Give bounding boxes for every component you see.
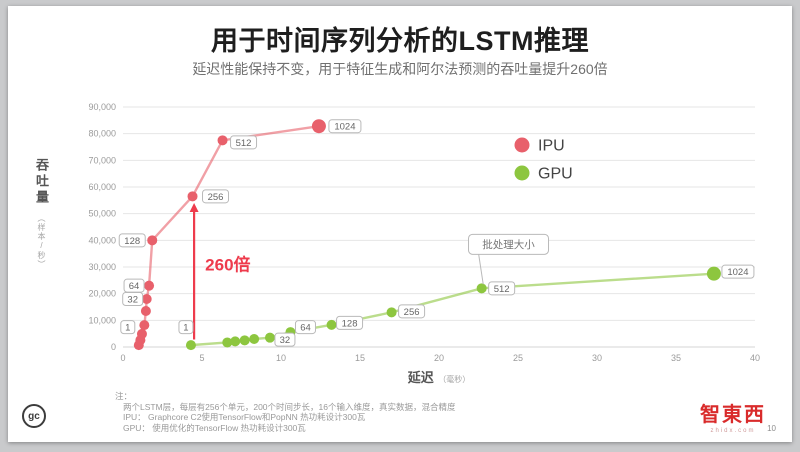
data-point-ipu-1024 — [311, 119, 326, 134]
y-tick-label: 20,000 — [88, 289, 116, 299]
lstm-inference-chart: 0 10,000 20,000 30,000 40,000 50,000 60,000 70,… — [88, 102, 760, 363]
point-label-box-ipu-1024 — [328, 119, 362, 134]
point-label: 128 — [342, 318, 358, 329]
point-label-box-ipu-1 — [120, 320, 136, 335]
point-label: 256 — [404, 307, 420, 318]
point-label-box-gpu-1024 — [721, 264, 755, 279]
data-point-gpu — [249, 334, 260, 344]
point-label: 128 — [124, 236, 140, 247]
data-point-gpu-1024 — [706, 266, 721, 281]
data-point-ipu — [136, 328, 147, 339]
x-tick-label: 10 — [276, 353, 286, 363]
callout-connector — [478, 253, 484, 285]
footnote-line: 两个LSTM层，每层有256个单元，200个时间步长，16个输入维度，真实数据，… — [123, 401, 456, 412]
x-tick-label: 15 — [355, 353, 365, 363]
footnote-label: 注： — [115, 391, 133, 401]
y-axis-unit: （样本/秒） — [37, 214, 46, 269]
point-label-box-gpu-256 — [398, 304, 426, 319]
x-tick-label: 0 — [120, 353, 125, 363]
y-tick-label: 10,000 — [88, 315, 116, 325]
point-label: 256 — [208, 192, 224, 203]
point-label-box-ipu-128 — [118, 233, 146, 248]
point-label: 1024 — [727, 267, 748, 278]
y-tick-label: 90,000 — [88, 102, 116, 112]
y-tick-label: 60,000 — [88, 182, 116, 192]
data-point-ipu — [139, 320, 150, 331]
legend-label-gpu: GPU — [538, 166, 573, 183]
data-point-ipu — [140, 306, 151, 316]
point-label: 1 — [125, 323, 130, 334]
footnotes: 注： 两个LSTM层，每层有256个单元，200个时间步长，16个输入维度，真实… — [115, 391, 456, 433]
point-label-box-gpu-64 — [294, 320, 316, 335]
slide: 用于时间序列分析的LSTM推理 延迟性能保持不变，用于特征生成和阿尔法预测的吞吐… — [8, 6, 792, 442]
x-tick-label: 35 — [671, 353, 681, 363]
legend-label-ipu: IPU — [538, 138, 565, 155]
data-point-gpu-512 — [476, 283, 487, 294]
data-point-gpu-1 — [185, 340, 196, 351]
data-point-gpu-256 — [386, 307, 397, 318]
data-point-ipu-512 — [217, 135, 228, 146]
point-label-box-ipu-64 — [123, 278, 145, 293]
x-axis-title: 延迟 （毫秒） — [123, 367, 755, 387]
callout-text: 批处理大小 — [482, 238, 535, 251]
series-line-ipu — [137, 125, 320, 346]
page-title: 用于时间序列分析的LSTM推理 — [211, 26, 589, 56]
legend-dot-gpu — [514, 165, 530, 181]
point-label: 64 — [129, 281, 140, 292]
data-point-gpu — [222, 337, 233, 348]
point-label-box-ipu-512 — [230, 135, 258, 150]
point-label: 1 — [183, 323, 188, 334]
graphcore-logo: gc — [22, 404, 46, 428]
point-label-box-ipu-256 — [202, 189, 230, 204]
point-label-box-gpu-32 — [274, 332, 296, 347]
x-axis-label: 延迟 — [407, 370, 434, 385]
x-tick-label: 5 — [199, 353, 204, 363]
footnote-line: IPU： Graphcore C2使用TensorFlow和PopNN 热功耗设… — [123, 412, 366, 422]
data-point-gpu-32 — [264, 332, 275, 343]
x-tick-label: 20 — [434, 353, 444, 363]
data-point-gpu — [239, 335, 250, 346]
x-axis-unit: （毫秒） — [438, 375, 471, 384]
page-subtitle: 延迟性能保持不变，用于特征生成和阿尔法预测的吞吐量提升260倍 — [192, 61, 608, 77]
y-axis-label: 吞吐量 — [34, 158, 49, 206]
y-tick-label: 80,000 — [88, 129, 116, 139]
point-label: 32 — [280, 335, 291, 346]
y-tick-label: 50,000 — [88, 209, 116, 219]
data-point-ipu-64 — [144, 280, 155, 291]
point-label: 512 — [494, 284, 510, 295]
speedup-label: 260倍 — [205, 254, 250, 274]
zhidongxi-logo-text: 智東西 — [700, 404, 766, 426]
speedup-arrowhead — [189, 203, 199, 212]
data-point-ipu-32 — [141, 294, 152, 304]
page-number: 10 — [767, 424, 776, 433]
point-label-box-gpu-1 — [178, 320, 194, 335]
y-tick-label: 30,000 — [88, 262, 116, 272]
x-tick-label: 30 — [592, 353, 602, 363]
y-tick-label: 40,000 — [88, 235, 116, 245]
callout-box — [468, 233, 550, 255]
y-tick-label: 0 — [111, 342, 116, 352]
point-label-box-gpu-512 — [488, 281, 516, 296]
point-label: 512 — [236, 138, 252, 149]
footnote-line: GPU： 使用优化的TensorFlow 热功耗设计300瓦 — [123, 422, 306, 433]
x-tick-label: 40 — [750, 353, 760, 363]
point-label-box-gpu-128 — [336, 315, 364, 330]
data-point-ipu-256 — [187, 191, 198, 202]
zhidongxi-logo: 智東西 zhidx.com — [700, 398, 766, 434]
data-point-ipu-128 — [147, 235, 158, 246]
data-point-gpu-128 — [326, 319, 337, 330]
point-label: 32 — [127, 295, 138, 306]
legend-dot-ipu — [514, 137, 530, 153]
data-point-gpu — [230, 336, 241, 347]
point-label: 1024 — [334, 122, 355, 133]
x-tick-label: 25 — [513, 353, 523, 363]
zhidongxi-logo-subtext: zhidx.com — [710, 428, 756, 434]
y-tick-label: 70,000 — [88, 155, 116, 165]
point-label: 64 — [300, 323, 311, 334]
